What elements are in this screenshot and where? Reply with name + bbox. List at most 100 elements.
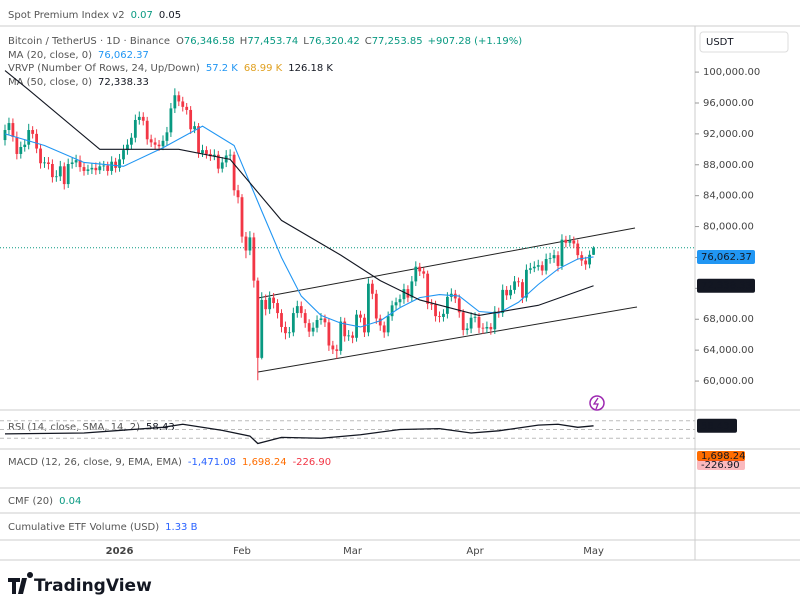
candle-body [276, 303, 279, 314]
candle-body [548, 258, 552, 260]
candle-body [584, 260, 588, 265]
legend-name: VRVP (Number Of Rows, 24, Up/Down) [8, 63, 200, 74]
x-tick-label: May [583, 546, 604, 557]
candle-body [256, 280, 260, 358]
y-tick-label: 64,000.00 [703, 345, 754, 356]
symbol: Bitcoin / TetherUS · 1D · Binance [8, 36, 170, 47]
legend-name: RSI (14, close, SMA, 14, 2) [8, 422, 140, 433]
currency[interactable]: USDT [706, 37, 734, 48]
candle-body [307, 323, 311, 332]
candle-body [303, 313, 307, 324]
candle-body [291, 313, 295, 333]
candle-body [43, 162, 46, 164]
candle-body [363, 317, 366, 333]
candle-body [536, 265, 540, 267]
y-tick-label: 92,000.00 [703, 129, 754, 140]
candle-body [382, 325, 386, 333]
legend-name: Cumulative ETF Volume (USD) [8, 522, 159, 533]
legend-value: 1,698.24 [242, 457, 287, 468]
candle-body [62, 166, 66, 185]
candle-body [82, 167, 86, 171]
candle-body [94, 167, 98, 171]
legend-value: 57.2 K [206, 63, 238, 74]
candle-body [347, 335, 351, 337]
price-change: +907.28 (+1.19%) [428, 36, 523, 47]
rsi-label: 58.43 [701, 421, 730, 432]
macd-legend: MACD (12, 26, close, 9, EMA, EMA) -1,471.… [8, 457, 331, 468]
candle-body [149, 139, 153, 143]
candle-body [145, 120, 149, 140]
legend-value: 0.04 [59, 496, 81, 507]
candle-body [493, 311, 497, 330]
candle-body [552, 255, 556, 259]
candle-body [323, 318, 327, 323]
candle-body [54, 176, 58, 178]
candle-body [351, 335, 354, 338]
candle-body [181, 101, 185, 107]
candle-body [102, 165, 106, 167]
candle-body [295, 306, 299, 314]
candle-body [477, 316, 481, 328]
candle-body [556, 255, 560, 266]
rsi-legend: RSI (14, close, SMA, 14, 2) 58.43 [8, 422, 175, 433]
candle-body [540, 265, 544, 271]
macd-label: 1,698.24 [701, 451, 746, 462]
candle-body [398, 299, 402, 303]
alert-icon[interactable] [589, 395, 605, 411]
candle-body [564, 239, 568, 243]
candle-body [141, 116, 145, 121]
candle-body [505, 289, 509, 296]
ohlc-value: 77,453.74 [247, 36, 298, 47]
y-tick-label: 96,000.00 [703, 98, 754, 109]
candle-body [106, 165, 110, 171]
candle-body [248, 237, 252, 251]
candle-body [461, 312, 465, 331]
candle-body [434, 304, 437, 317]
candle-body [402, 289, 406, 300]
y-tick-label: 100,000.00 [703, 67, 760, 78]
candle-body [47, 162, 50, 165]
candle-body [335, 349, 339, 351]
candle-body [185, 106, 189, 110]
candle-body [260, 299, 264, 358]
legend-value: 76,062.37 [98, 50, 149, 61]
candle-body [197, 126, 200, 154]
candle-body [35, 133, 38, 149]
moving-average-line [4, 70, 594, 316]
macd-label-box [697, 460, 745, 470]
currency-box[interactable] [699, 31, 789, 53]
candle-body [485, 326, 489, 329]
candle-body [110, 161, 114, 171]
price-label-box [697, 249, 755, 264]
legend-value: 126.18 K [288, 63, 333, 74]
candle-body [90, 167, 94, 170]
y-tick-label: 80,000.00 [703, 222, 754, 233]
candle-body [430, 303, 433, 305]
candle-body [212, 154, 216, 157]
brand[interactable]: TradingView [34, 576, 152, 596]
candle-body [473, 316, 477, 318]
candle-body [220, 162, 224, 169]
candle-body [201, 150, 204, 154]
candle-body [19, 147, 23, 154]
candle-body [252, 237, 256, 281]
candle-body [457, 298, 461, 313]
candle-body [418, 266, 422, 272]
candle-body [137, 116, 141, 120]
legend-value: 72,338.33 [98, 77, 149, 88]
candle-body [442, 313, 445, 317]
x-tick-label: 2026 [106, 546, 134, 557]
candle-body [438, 316, 441, 317]
candle-body [177, 95, 181, 102]
ohlc-letter: L [303, 36, 309, 47]
symbol-legend: Bitcoin / TetherUS · 1D · Binance O76,346… [8, 36, 522, 47]
candle-body [568, 240, 572, 243]
candle-body [513, 281, 516, 290]
rsi-label-box [697, 418, 737, 433]
candle-body [359, 314, 362, 318]
candle-body [394, 302, 398, 306]
candle-body [23, 144, 27, 148]
candle-body [130, 137, 133, 145]
